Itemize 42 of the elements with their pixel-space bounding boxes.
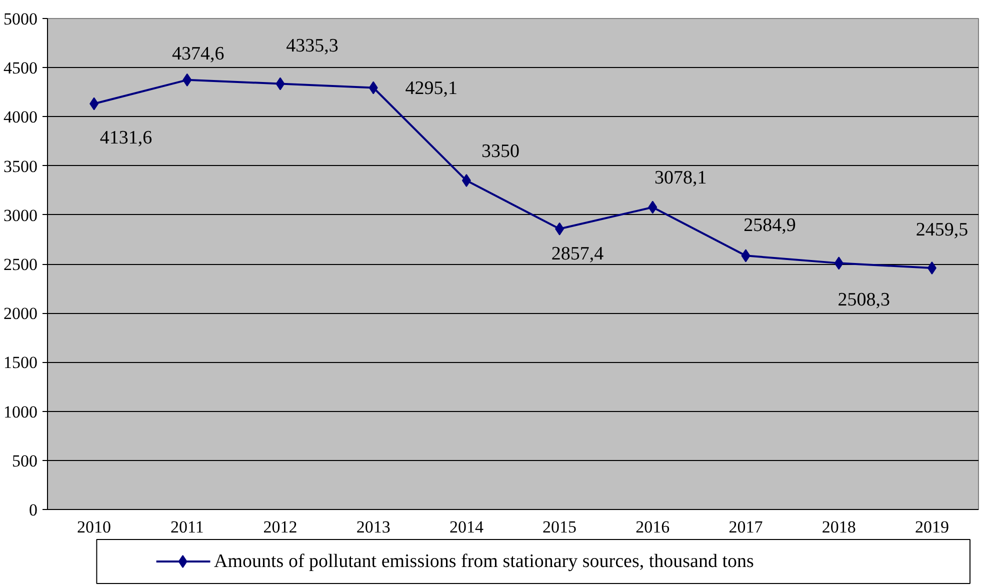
data-label: 4374,6 bbox=[172, 43, 224, 64]
point bbox=[648, 200, 658, 214]
y-tick-label: 1500 bbox=[4, 353, 38, 372]
point bbox=[182, 73, 192, 86]
x-tick-label: 2010 bbox=[77, 518, 112, 536]
point bbox=[834, 256, 844, 270]
y-tick-label: 500 bbox=[12, 451, 38, 470]
data-label: 4295,1 bbox=[405, 78, 458, 100]
x-tick-label: 2012 bbox=[263, 518, 298, 536]
data-label: 2584,9 bbox=[744, 215, 796, 236]
y-tick-label: 4000 bbox=[4, 108, 38, 127]
point bbox=[555, 222, 564, 236]
point bbox=[90, 97, 99, 110]
point bbox=[927, 261, 936, 274]
x-tick-label: 2018 bbox=[822, 518, 856, 536]
y-tick-label: 0 bbox=[29, 500, 38, 520]
x-tick-label: 2016 bbox=[636, 518, 670, 536]
x-tick-label: 2011 bbox=[170, 518, 204, 536]
data-label: 4335,3 bbox=[286, 35, 338, 56]
data-label: 3078,1 bbox=[654, 168, 707, 189]
legend-label: Amounts of pollutant emissions from stationary sources, thousand tons bbox=[214, 551, 754, 572]
point bbox=[741, 249, 750, 262]
data-label: 3350 bbox=[481, 141, 520, 162]
point bbox=[276, 77, 285, 90]
data-label: 2508,3 bbox=[838, 290, 890, 311]
point bbox=[368, 81, 378, 94]
data-label: 2857,4 bbox=[551, 243, 604, 264]
data-label: 2459,5 bbox=[916, 219, 968, 240]
x-tick-label: 2013 bbox=[356, 518, 390, 536]
y-tick-label: 5000 bbox=[4, 10, 38, 28]
point bbox=[462, 174, 471, 188]
y-tick-label: 2500 bbox=[4, 255, 38, 274]
data-label: 4131,6 bbox=[100, 127, 152, 148]
x-tick-label: 2017 bbox=[728, 518, 764, 536]
x-tick-label: 2014 bbox=[449, 518, 484, 536]
y-tick-label: 3000 bbox=[4, 206, 38, 225]
x-tick-label: 2015 bbox=[542, 518, 577, 536]
x-tick-label: 2019 bbox=[914, 518, 949, 536]
y-tick-label: 3500 bbox=[4, 156, 38, 176]
y-tick-label: 4500 bbox=[4, 58, 38, 78]
y-tick-label: 1000 bbox=[4, 402, 38, 422]
y-tick-label: 2000 bbox=[4, 304, 38, 324]
